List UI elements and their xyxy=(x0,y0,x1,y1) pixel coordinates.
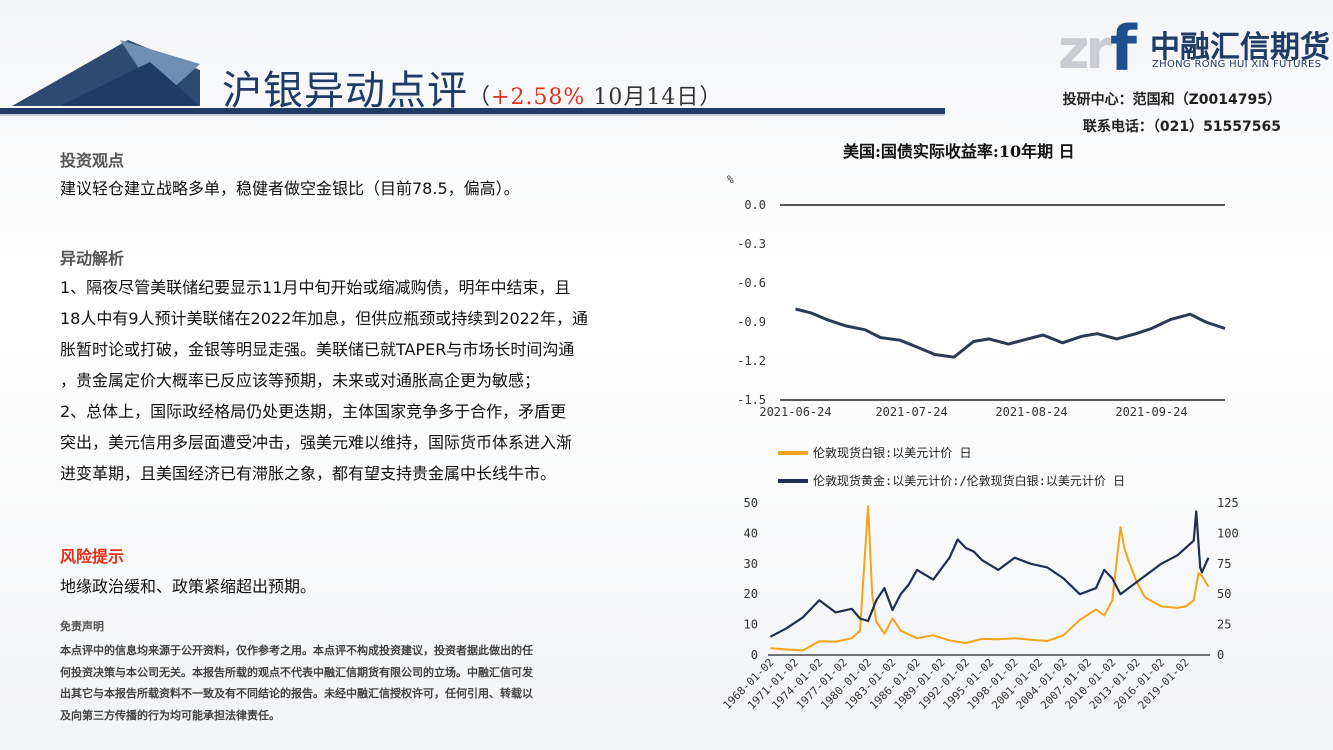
disclaimer-heading: 免责声明 xyxy=(60,620,104,633)
x-tick-label: 2021-08-24 xyxy=(995,405,1067,419)
right-y-tick-label: 50 xyxy=(1217,587,1231,601)
silver-gold-ratio-chart: 伦敦现货白银:以美元计价 日伦敦现货黄金:以美元计价:/伦敦现货白银:以美元计价… xyxy=(720,445,1239,712)
gold-silver-ratio-series-line xyxy=(769,510,1210,638)
right-y-tick-label: 100 xyxy=(1217,526,1239,540)
title-paren-open: （ xyxy=(468,85,492,110)
logo-icon: zr xyxy=(1058,18,1112,81)
author-line: 投研中心：范国和（Z0014795） xyxy=(1062,92,1281,108)
right-y-tick-label: 0 xyxy=(1217,648,1224,662)
analysis-line: ，贵金属定价大概率已反应该等预期，未来或对通胀高企更为敏感； xyxy=(60,371,541,390)
legend-label-ratio: 伦敦现货黄金:以美元计价:/伦敦现货白银:以美元计价 日 xyxy=(813,473,1125,488)
y-tick-label: -1.2 xyxy=(737,354,766,368)
left-y-tick-label: 20 xyxy=(744,587,758,601)
slide-header: 沪银异动点评（+2.58% 10月14日） zr f 中融汇信期货 ZHONG … xyxy=(0,0,1333,135)
analysis-line: 突出，美元信用多层面遭受冲击，强美元难以维持，国际货币体系进入渐 xyxy=(60,433,573,452)
logo-name: 中融汇信期货 xyxy=(1150,30,1330,65)
real-yield-series-line xyxy=(795,307,1226,359)
title-paren-close: ） xyxy=(699,85,723,110)
price-change: +2.58% xyxy=(491,85,586,110)
left-y-tick-label: 40 xyxy=(744,526,758,540)
y-tick-label: 0.0 xyxy=(744,198,766,212)
left-y-tick-label: 30 xyxy=(744,557,758,571)
disclaimer-line: 何投资决策与本公司无关。本报告所载的观点不代表中融汇信期货有限公司的立场。中融汇… xyxy=(60,665,533,679)
header-triangle-light xyxy=(120,40,200,100)
risk-text: 地缘政治缓和、政策紧缩超出预期。 xyxy=(60,577,317,596)
silver-price-series-line xyxy=(770,505,1210,652)
title-text: 沪银异动点评 xyxy=(222,68,468,114)
analysis-line: 进变革期，且美国经济已有滞胀之象，都有望支持贵金属中长线牛市。 xyxy=(60,464,557,483)
logo-f-icon: f xyxy=(1110,12,1137,85)
left-y-tick-label: 0 xyxy=(751,648,758,662)
right-y-tick-label: 75 xyxy=(1217,557,1231,571)
right-y-tick-label: 125 xyxy=(1217,496,1239,510)
disclaimer-line: 出其它与本报告所载资料不一致及有不同结论的报告。未经中融汇信授权许可，任何引用、… xyxy=(60,687,533,700)
left-y-tick-label: 10 xyxy=(744,618,758,632)
phone-line: 联系电话：（021）51557565 xyxy=(1082,119,1281,135)
x-tick-label: 2021-07-24 xyxy=(875,405,947,419)
analysis-line: 2、总体上，国际政经格局仍处更迭期，主体国家竞争多于合作，矛盾更 xyxy=(60,402,567,421)
header-rule-thin xyxy=(0,114,945,116)
legend-label-silver: 伦敦现货白银:以美元计价 日 xyxy=(813,445,971,460)
analysis-line: 18人中有9人预计美联储在2022年加息，但供应瓶颈或持续到2022年，通 xyxy=(60,309,588,328)
view-text: 建议轻仓建立战略多单，稳健者做空金银比（目前78.5，偏高）。 xyxy=(60,179,520,198)
header-triangle-navy xyxy=(60,62,200,106)
left-y-tick-label: 50 xyxy=(744,496,758,510)
chart1-title: 美国:国债实际收益率:10年期 日 xyxy=(843,142,1075,161)
disclaimer-line: 及向第三方传播的行为均可能承担法律责任。 xyxy=(60,708,280,722)
title-date: 10月14日 xyxy=(585,85,700,110)
y-unit-label: % xyxy=(727,173,734,186)
logo-english: ZHONG RONG HUI XIN FUTURES xyxy=(1152,59,1322,70)
right-y-tick-label: 25 xyxy=(1217,618,1231,632)
disclaimer-body: 本点评中的信息均来源于公开资料，仅作参考之用。本点评不构成投资建议，投资者据此做… xyxy=(60,640,670,726)
x-tick-label: 2021-09-24 xyxy=(1115,405,1187,419)
y-tick-label: -0.6 xyxy=(737,276,766,290)
risk-heading: 风险提示 xyxy=(60,547,125,566)
header-decoration xyxy=(12,40,200,106)
view-heading: 投资观点 xyxy=(60,151,125,170)
analysis-body: 1、隔夜尽管美联储纪要显示11月中旬开始或缩减购债，明年中结束，且 18人中有9… xyxy=(60,272,690,489)
page-title: 沪银异动点评（+2.58% 10月14日） xyxy=(222,58,722,116)
analysis-line: 胀暂时论或打破，金银等明显走强。美联储已就TAPER与市场长时间沟通 xyxy=(60,340,575,359)
analysis-line: 1、隔夜尽管美联储纪要显示11月中旬开始或缩减购债，明年中结束，且 xyxy=(60,278,571,297)
analysis-heading: 异动解析 xyxy=(60,249,125,268)
header-rule xyxy=(0,108,945,114)
y-tick-label: -0.9 xyxy=(737,315,766,329)
y-tick-label: -0.3 xyxy=(737,237,766,251)
y-tick-label: -1.5 xyxy=(737,393,766,407)
x-tick-label: 2021-06-24 xyxy=(759,405,831,419)
disclaimer-line: 本点评中的信息均来源于公开资料，仅作参考之用。本点评不构成投资建议，投资者据此做… xyxy=(60,644,533,657)
